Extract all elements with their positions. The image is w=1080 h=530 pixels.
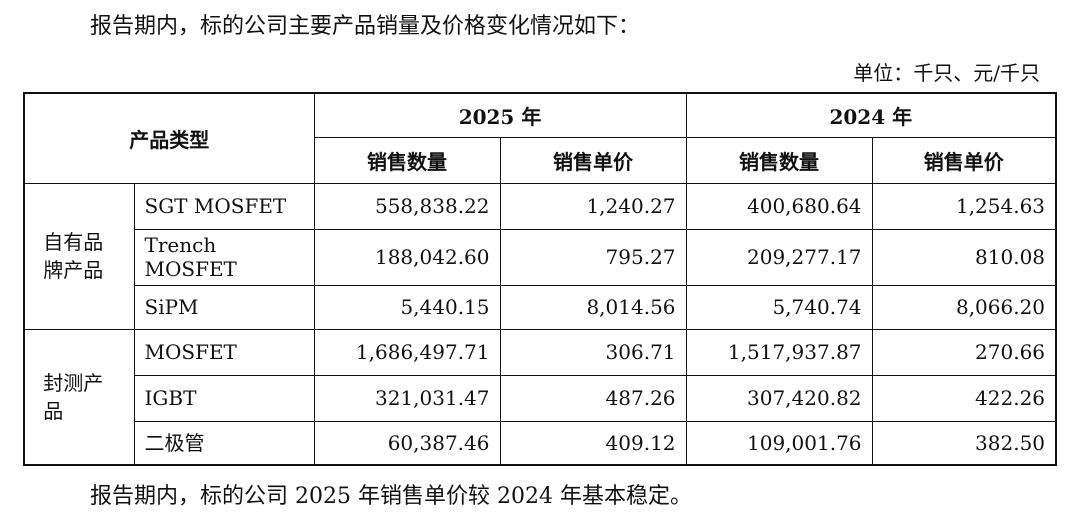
price-2024: 1,254.63 <box>871 182 1057 230</box>
year-header-2025: 2025 年 <box>313 92 687 138</box>
qty-2024: 5,740.74 <box>685 284 873 330</box>
group-label: 自有品牌产品 <box>43 230 104 282</box>
product-type-header: 产品类型 <box>23 92 315 184</box>
unit-label: 单位：千只、元/千只 <box>853 61 1040 85</box>
qty-2024: 1,517,937.87 <box>685 328 873 376</box>
qty-2025: 188,042.60 <box>313 228 501 286</box>
group-cell-packaging: 封测产品 <box>23 328 135 466</box>
table-row: 二极管 60,387.46 409.12 109,001.76 382.50 <box>24 420 1057 466</box>
col-header-price-2025: 销售单价 <box>499 136 687 184</box>
product-name: Trench MOSFET <box>133 228 315 286</box>
qty-2024: 400,680.64 <box>685 182 873 230</box>
qty-2024: 307,420.82 <box>685 374 873 422</box>
year-header-2024: 2024 年 <box>685 92 1057 138</box>
sales-table: 产品类型 2025 年 2024 年 销售数量 销售单价 销售数量 销售单价 自… <box>23 92 1058 466</box>
col-header-qty-2025: 销售数量 <box>313 136 501 184</box>
table-row: IGBT 321,031.47 487.26 307,420.82 422.26 <box>24 374 1057 422</box>
product-name: MOSFET <box>133 328 315 376</box>
price-2024: 270.66 <box>871 328 1057 376</box>
table-row: Trench MOSFET 188,042.60 795.27 209,277.… <box>24 228 1057 286</box>
qty-2025: 5,440.15 <box>313 284 501 330</box>
summary-text: 报告期内，标的公司 2025 年销售单价较 2024 年基本稳定。 <box>90 484 692 509</box>
price-2025: 306.71 <box>499 328 687 376</box>
price-2024: 810.08 <box>871 228 1057 286</box>
qty-2025: 321,031.47 <box>313 374 501 422</box>
qty-2024: 209,277.17 <box>685 228 873 286</box>
price-2024: 422.26 <box>871 374 1057 422</box>
product-name: SiPM <box>133 284 315 330</box>
qty-2025: 60,387.46 <box>313 420 501 466</box>
product-name: IGBT <box>133 374 315 422</box>
table-row: 封测产品 MOSFET 1,686,497.71 306.71 1,517,93… <box>23 328 1057 466</box>
col-header-price-2024: 销售单价 <box>871 136 1057 184</box>
price-2025: 1,240.27 <box>499 182 687 230</box>
product-name: SGT MOSFET <box>133 182 315 230</box>
product-name: 二极管 <box>133 420 315 466</box>
table-row: 自有品牌产品 SGT MOSFET 558,838.22 1,240.27 40… <box>23 182 1057 330</box>
price-2025: 795.27 <box>499 228 687 286</box>
price-2025: 409.12 <box>499 420 687 466</box>
group-cell-own-brand: 自有品牌产品 <box>23 182 135 330</box>
qty-2024: 109,001.76 <box>685 420 873 466</box>
price-2025: 8,014.56 <box>499 284 687 330</box>
qty-2025: 1,686,497.71 <box>313 328 501 376</box>
qty-2025: 558,838.22 <box>313 182 501 230</box>
price-2025: 487.26 <box>499 374 687 422</box>
table-row: SiPM 5,440.15 8,014.56 5,740.74 8,066.20 <box>24 284 1057 330</box>
col-header-qty-2024: 销售数量 <box>685 136 873 184</box>
intro-text: 报告期内，标的公司主要产品销量及价格变化情况如下： <box>90 14 641 39</box>
price-2024: 382.50 <box>871 420 1057 466</box>
price-2024: 8,066.20 <box>871 284 1057 330</box>
group-label: 封测产品 <box>43 370 104 423</box>
